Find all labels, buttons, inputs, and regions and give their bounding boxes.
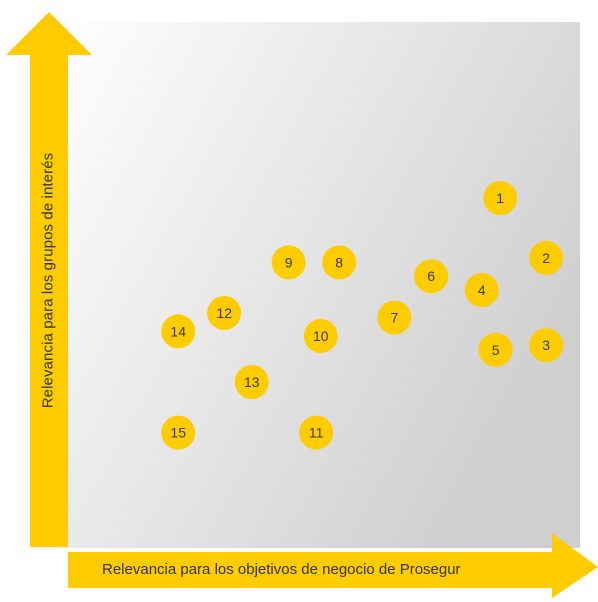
point-label-4: 4 [478,282,486,298]
point-label-6: 6 [427,268,435,284]
point-label-11: 11 [309,425,324,441]
point-marker-11 [299,415,334,450]
point-marker-15 [161,415,196,450]
point-marker-14 [161,314,196,349]
point-marker-8 [322,245,357,280]
x-axis-label: Relevancia para los objetivos de negocio… [102,561,461,578]
point-label-10: 10 [313,328,329,344]
point-marker-9 [271,245,306,280]
point-marker-2 [529,240,564,275]
point-label-15: 15 [170,425,186,441]
point-marker-1 [483,181,518,215]
point-marker-6 [414,259,449,294]
point-label-8: 8 [335,254,343,270]
point-label-9: 9 [285,254,293,270]
point-label-12: 12 [216,305,232,321]
point-label-14: 14 [170,323,186,339]
point-marker-3 [529,328,564,363]
point-label-5: 5 [492,342,500,358]
y-axis-label: Relevancia para los grupos de interés [39,152,57,408]
y-axis-label-wrap: Relevancia para los grupos de interés [36,95,60,465]
point-marker-13 [234,365,269,399]
point-label-13: 13 [244,374,260,390]
y-axis-arrow [6,12,92,547]
point-label-1: 1 [496,190,504,206]
point-marker-5 [478,332,513,367]
point-label-7: 7 [391,310,399,326]
point-label-3: 3 [542,337,550,353]
point-label-2: 2 [542,250,550,266]
plot-background [56,22,580,548]
point-marker-10 [303,319,338,353]
point-marker-12 [207,296,242,330]
point-marker-4 [464,273,499,307]
point-marker-7 [377,300,412,335]
x-axis-arrow [68,533,598,598]
